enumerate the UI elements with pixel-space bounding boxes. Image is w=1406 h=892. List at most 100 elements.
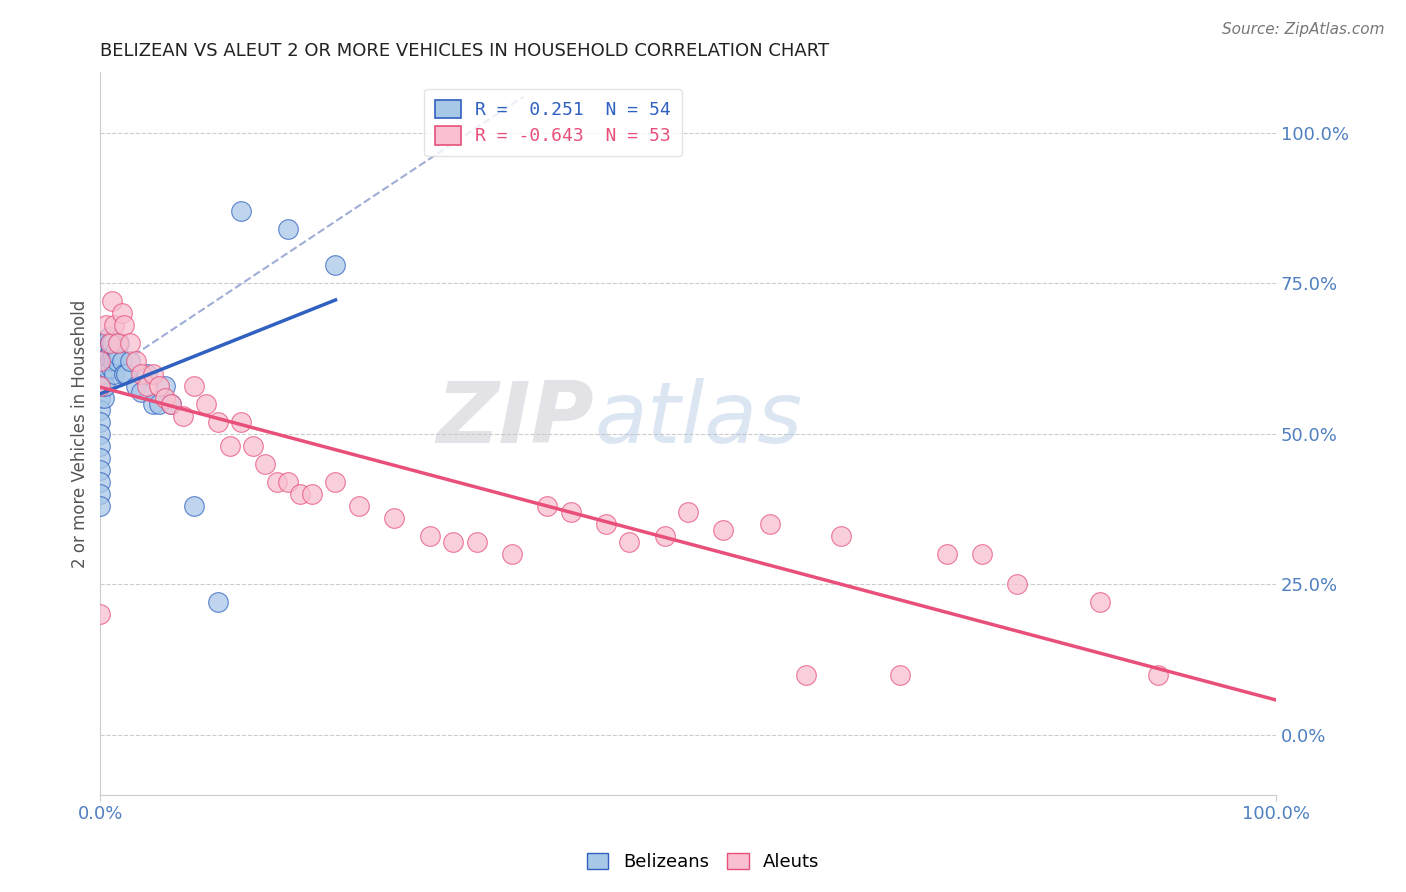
Point [89, 415, 111, 429]
Point [103, 348, 125, 362]
Point [935, 547, 957, 561]
Point [98, 354, 121, 368]
Y-axis label: 2 or more Vehicles in Household: 2 or more Vehicles in Household [72, 300, 89, 568]
Point [889, 667, 911, 681]
Point [290, 487, 312, 501]
Point [103, 318, 125, 333]
Point [830, 529, 852, 543]
Point [97, 330, 120, 344]
Point [148, 397, 170, 411]
Point [100, 343, 122, 357]
Point [91, 354, 114, 368]
Point [101, 294, 124, 309]
Point [115, 367, 138, 381]
Point [96, 360, 118, 375]
Point [110, 354, 132, 368]
Text: BELIZEAN VS ALEUT 2 OR MORE VEHICLES IN HOUSEHOLD CORRELATION CHART: BELIZEAN VS ALEUT 2 OR MORE VEHICLES IN … [100, 42, 830, 60]
Point [89, 402, 111, 417]
Point [89, 499, 111, 513]
Point [501, 547, 523, 561]
Point [107, 348, 129, 362]
Point [277, 222, 299, 236]
Point [105, 354, 128, 368]
Point [107, 336, 129, 351]
Point [103, 354, 125, 368]
Point [195, 397, 218, 411]
Point [142, 397, 165, 411]
Point [96, 336, 118, 351]
Point [148, 378, 170, 392]
Point [713, 523, 735, 537]
Point [619, 535, 641, 549]
Point [242, 439, 264, 453]
Point [676, 505, 699, 519]
Text: Source: ZipAtlas.com: Source: ZipAtlas.com [1222, 22, 1385, 37]
Point [759, 517, 782, 532]
Point [103, 367, 125, 381]
Point [89, 391, 111, 405]
Point [100, 360, 122, 375]
Point [89, 354, 111, 368]
Point [560, 505, 582, 519]
Point [89, 487, 111, 501]
Point [89, 450, 111, 465]
Point [89, 426, 111, 441]
Point [112, 318, 135, 333]
Point [131, 384, 153, 399]
Point [277, 475, 299, 489]
Point [347, 499, 370, 513]
Point [93, 391, 115, 405]
Point [183, 378, 205, 392]
Point [231, 415, 253, 429]
Point [118, 354, 141, 368]
Point [218, 439, 240, 453]
Point [89, 378, 111, 392]
Point [465, 535, 488, 549]
Point [98, 336, 121, 351]
Point [96, 318, 118, 333]
Point [108, 336, 131, 351]
Point [124, 354, 146, 368]
Point [93, 367, 115, 381]
Point [118, 336, 141, 351]
Text: ZIP: ZIP [436, 378, 595, 461]
Point [231, 203, 253, 218]
Point [91, 378, 114, 392]
Point [160, 397, 183, 411]
Point [536, 499, 558, 513]
Point [970, 547, 993, 561]
Point [207, 595, 229, 609]
Point [101, 354, 124, 368]
Point [136, 367, 159, 381]
Point [136, 378, 159, 392]
Point [94, 360, 117, 375]
Point [124, 378, 146, 392]
Point [98, 336, 121, 351]
Point [207, 415, 229, 429]
Point [89, 463, 111, 477]
Point [96, 343, 118, 357]
Point [104, 343, 127, 357]
Point [325, 258, 347, 272]
Point [142, 367, 165, 381]
Point [253, 457, 276, 471]
Point [101, 336, 124, 351]
Legend: R =  0.251  N = 54, R = -0.643  N = 53: R = 0.251 N = 54, R = -0.643 N = 53 [425, 88, 682, 156]
Point [89, 475, 111, 489]
Point [266, 475, 288, 489]
Point [89, 439, 111, 453]
Point [89, 367, 111, 381]
Point [325, 475, 347, 489]
Point [153, 378, 176, 392]
Text: atlas: atlas [595, 378, 801, 461]
Point [112, 367, 135, 381]
Point [131, 367, 153, 381]
Point [94, 378, 117, 392]
Point [89, 378, 111, 392]
Point [97, 348, 120, 362]
Point [1088, 595, 1111, 609]
Legend: Belizeans, Aleuts: Belizeans, Aleuts [579, 846, 827, 879]
Point [1147, 667, 1170, 681]
Point [172, 409, 194, 423]
Point [595, 517, 617, 532]
